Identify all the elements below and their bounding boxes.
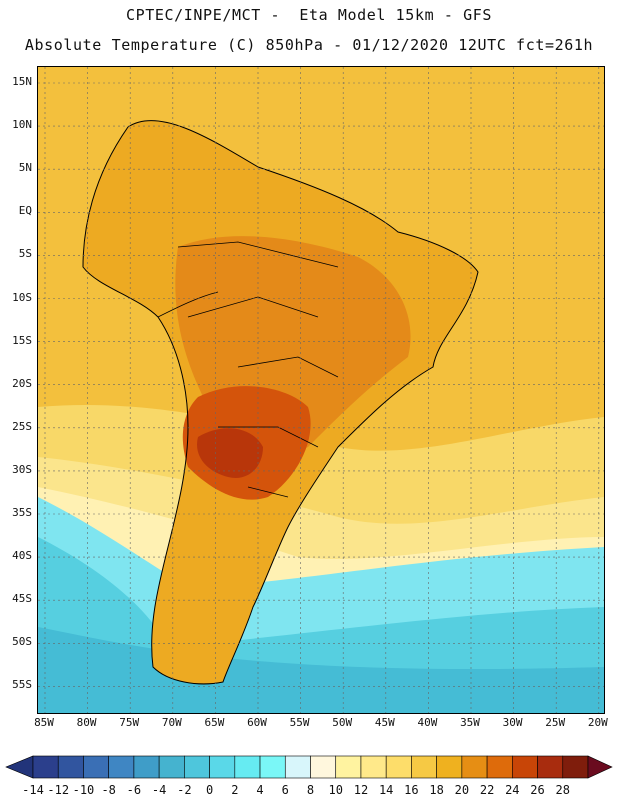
lon-label: 50W — [332, 716, 353, 729]
colorbar — [0, 752, 618, 800]
lat-label: 15S — [12, 333, 32, 347]
colorbar-tick-label: -8 — [101, 783, 116, 797]
lat-label: 5N — [18, 161, 32, 175]
colorbar-tick-label: -12 — [47, 783, 70, 797]
colorbar-swatch — [461, 755, 488, 779]
colorbar-high-arrow — [587, 755, 613, 779]
lat-label: 50S — [12, 635, 32, 649]
temperature-map — [38, 67, 604, 713]
colorbar-swatch — [537, 755, 564, 779]
colorbar-swatch — [512, 755, 538, 779]
lon-label: 60W — [247, 716, 267, 729]
lat-label: 10N — [12, 118, 32, 132]
lon-label: 75W — [119, 716, 140, 729]
colorbar-tick-label: 14 — [378, 783, 394, 797]
colorbar-swatch — [133, 755, 160, 779]
colorbar-swatch — [234, 755, 261, 779]
lon-label: 80W — [76, 716, 97, 729]
colorbar-tick-label: 28 — [555, 783, 570, 797]
colorbar-tick-label: -2 — [177, 783, 192, 797]
colorbar-tick-label: 0 — [205, 783, 214, 797]
colorbar-swatch — [385, 755, 412, 779]
lat-label: 40S — [12, 549, 32, 563]
colorbar-tick-label: 4 — [256, 783, 264, 797]
colorbar-tick-label: 10 — [328, 783, 343, 797]
colorbar-swatch — [360, 755, 387, 779]
colorbar-swatch — [158, 755, 185, 779]
lon-label: 35W — [460, 716, 480, 729]
colorbar-swatch — [486, 755, 513, 779]
lat-label: 35S — [12, 506, 32, 519]
colorbar-swatch — [32, 755, 59, 779]
colorbar-swatch — [108, 755, 135, 779]
colorbar-tick-label: 24 — [505, 783, 520, 797]
colorbar-tick-label: -10 — [72, 783, 95, 797]
colorbar-tick-label: 16 — [404, 783, 419, 797]
colorbar-swatch — [209, 755, 236, 779]
lon-label: 70W — [161, 716, 182, 729]
colorbar-tick-label: -6 — [126, 783, 142, 797]
lat-lon-grid — [38, 67, 604, 713]
colorbar-tick-label: -14 — [22, 783, 44, 797]
lon-label: 55W — [289, 716, 310, 729]
lon-label: 25W — [545, 716, 566, 729]
lat-label: 55S — [12, 678, 32, 692]
colorbar-swatch — [184, 755, 210, 779]
colorbar-swatch — [310, 755, 337, 779]
colorbar-swatch — [335, 755, 362, 779]
lat-label: 20S — [12, 376, 32, 390]
colorbar-swatch — [562, 755, 589, 779]
lon-label: 20W — [587, 716, 608, 729]
colorbar-tick-label: 2 — [231, 783, 239, 797]
colorbar-swatch — [411, 755, 437, 779]
colorbar-swatch — [436, 755, 463, 779]
colorbar-low-arrow — [5, 755, 34, 779]
coastline — [82, 120, 479, 685]
colorbar-tick-label: 20 — [454, 783, 470, 797]
lat-label: 10S — [12, 290, 32, 304]
lon-label: 65W — [204, 716, 225, 729]
colorbar-tick-label: 12 — [353, 783, 369, 797]
colorbar-tick-label: 8 — [306, 783, 315, 797]
colorbar-swatch — [57, 755, 84, 779]
colorbar-tick-label: -4 — [151, 783, 167, 797]
lat-label: 45S — [12, 592, 32, 606]
colorbar-swatch — [259, 755, 286, 779]
map-plot-area[interactable] — [37, 66, 605, 714]
lat-label: 25S — [12, 419, 32, 433]
title-line-2: Absolute Temperature (C) 850hPa - 01/12/… — [24, 36, 594, 54]
colorbar-tick-label: 26 — [530, 783, 545, 797]
lon-label: 30W — [502, 716, 523, 729]
coldest-water-field — [38, 627, 604, 713]
lon-label: 85W — [34, 716, 54, 729]
colorbar-swatch — [284, 755, 311, 779]
lat-label: 30S — [12, 462, 32, 476]
colorbar-tick-label: 6 — [281, 783, 289, 797]
lat-label: 15N — [12, 75, 32, 88]
lat-label: 5S — [18, 247, 32, 261]
title-line-1: CPTEC/INPE/MCT - Eta Model 15km - GFS — [126, 6, 492, 24]
lon-label: 40W — [417, 716, 438, 729]
colorbar-tick-label: 18 — [429, 783, 444, 797]
lat-label: EQ — [18, 204, 32, 218]
colorbar-swatch — [83, 755, 109, 779]
colorbar-tick-label: 22 — [479, 783, 495, 797]
heat-maximum — [197, 428, 263, 478]
lon-label: 45W — [374, 716, 395, 729]
